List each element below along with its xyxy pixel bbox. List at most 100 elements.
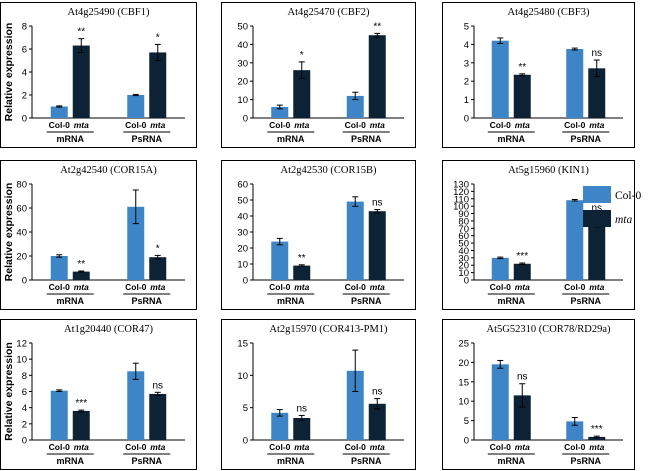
category-label: mta xyxy=(589,442,604,452)
y-axis-labels: Relative expression Relative expression Re… xyxy=(3,23,15,441)
chart-title: At4g25470 (CBF2) xyxy=(288,7,370,18)
category-label: Col-0 xyxy=(125,282,147,292)
y-tick-label: 40 xyxy=(237,212,248,223)
y-tick-label: 0 xyxy=(22,114,27,125)
group-label: mRNA xyxy=(56,296,84,306)
y-tick-label: 80 xyxy=(458,216,469,227)
significance-label: ns xyxy=(152,380,163,391)
group-label: PsRNA xyxy=(570,456,601,466)
bar xyxy=(588,68,606,118)
chart-title: At4g25490 (CBF1) xyxy=(68,7,150,18)
significance-label: ** xyxy=(518,62,526,73)
significance-label: ns xyxy=(372,198,383,209)
y-tick-label: 2 xyxy=(22,91,27,102)
category-label: mta xyxy=(515,442,530,452)
category-label: Col-0 xyxy=(490,120,512,130)
bar xyxy=(72,410,90,440)
category-label: Col-0 xyxy=(269,442,291,452)
group-label: mRNA xyxy=(56,134,84,144)
bar xyxy=(566,49,584,118)
significance-label: * xyxy=(156,32,160,43)
y-tick-label: 5 xyxy=(464,22,469,33)
significance-label: * xyxy=(300,50,304,61)
chart-title: At2g42540 (COR15A) xyxy=(60,165,157,176)
panel-frame xyxy=(0,319,197,470)
bar xyxy=(368,403,386,440)
y-tick-label: 10 xyxy=(458,268,469,279)
group-label: PsRNA xyxy=(351,134,382,144)
bar xyxy=(72,271,90,280)
group-label: PsRNA xyxy=(131,456,162,466)
panel-frame xyxy=(0,2,197,148)
category-label: Col-0 xyxy=(345,282,367,292)
y-tick-label: 20 xyxy=(458,261,469,272)
significance-label: *** xyxy=(516,251,528,262)
y-tick-label: 130 xyxy=(453,180,469,191)
bar xyxy=(50,390,68,440)
bar xyxy=(293,265,311,280)
category-label: Col-0 xyxy=(490,442,512,452)
y-tick-label: 10 xyxy=(16,355,27,366)
category-label: mta xyxy=(294,442,309,452)
bar xyxy=(513,263,531,280)
group-label: PsRNA xyxy=(131,296,162,306)
y-tick-label: 30 xyxy=(237,58,248,69)
y-tick-label: 120 xyxy=(453,187,469,198)
y-tick-label: 5 xyxy=(243,403,248,414)
category-label: Col-0 xyxy=(564,120,586,130)
bar xyxy=(271,412,289,440)
y-tick-label: 3 xyxy=(464,58,469,69)
significance-label: ns xyxy=(372,387,383,398)
y-tick-label: 15 xyxy=(458,377,469,388)
group-label: PsRNA xyxy=(570,134,601,144)
bar xyxy=(346,201,364,280)
y-tick-label: 20 xyxy=(237,77,248,88)
category-label: mta xyxy=(74,120,89,130)
y-tick-label: 20 xyxy=(16,252,27,263)
legend: Col-0 mta xyxy=(583,186,641,227)
group-label: mRNA xyxy=(497,456,525,466)
bar xyxy=(72,45,90,118)
group-label: mRNA xyxy=(497,134,525,144)
y-tick-label: 0 xyxy=(464,276,469,287)
y-axis-title: Relative expression xyxy=(3,342,15,441)
y-tick-label: 0 xyxy=(464,114,469,125)
category-label: Col-0 xyxy=(49,282,71,292)
bar xyxy=(346,95,364,118)
significance-label: ns xyxy=(517,372,528,383)
y-tick-label: 110 xyxy=(454,194,469,205)
panel-frame xyxy=(221,2,416,148)
bar xyxy=(293,70,311,118)
group-label: mRNA xyxy=(277,134,305,144)
category-label: mta xyxy=(74,442,89,452)
group-label: PsRNA xyxy=(570,296,601,306)
category-label: Col-0 xyxy=(345,120,367,130)
group-label: mRNA xyxy=(497,296,525,306)
y-tick-label: 0 xyxy=(22,436,27,447)
category-label: mta xyxy=(150,120,165,130)
panel-frame xyxy=(221,319,416,470)
category-label: mta xyxy=(150,442,165,452)
y-tick-label: 40 xyxy=(458,246,469,257)
category-label: Col-0 xyxy=(564,442,586,452)
group-label: PsRNA xyxy=(351,456,382,466)
y-tick-label: 40 xyxy=(237,40,248,51)
y-axis-title: Relative expression xyxy=(3,23,15,122)
y-tick-label: 50 xyxy=(237,196,248,207)
y-tick-label: 40 xyxy=(16,228,27,239)
y-tick-label: 4 xyxy=(22,403,27,414)
significance-label: * xyxy=(156,243,160,254)
bar xyxy=(127,206,145,280)
category-label: mta xyxy=(370,120,385,130)
chart-panel: At5g15960 (KIN1) 010203040506070809010011… xyxy=(442,160,635,310)
category-label: Col-0 xyxy=(49,442,71,452)
y-tick-label: 10 xyxy=(237,95,248,106)
panel-frame xyxy=(442,319,635,470)
